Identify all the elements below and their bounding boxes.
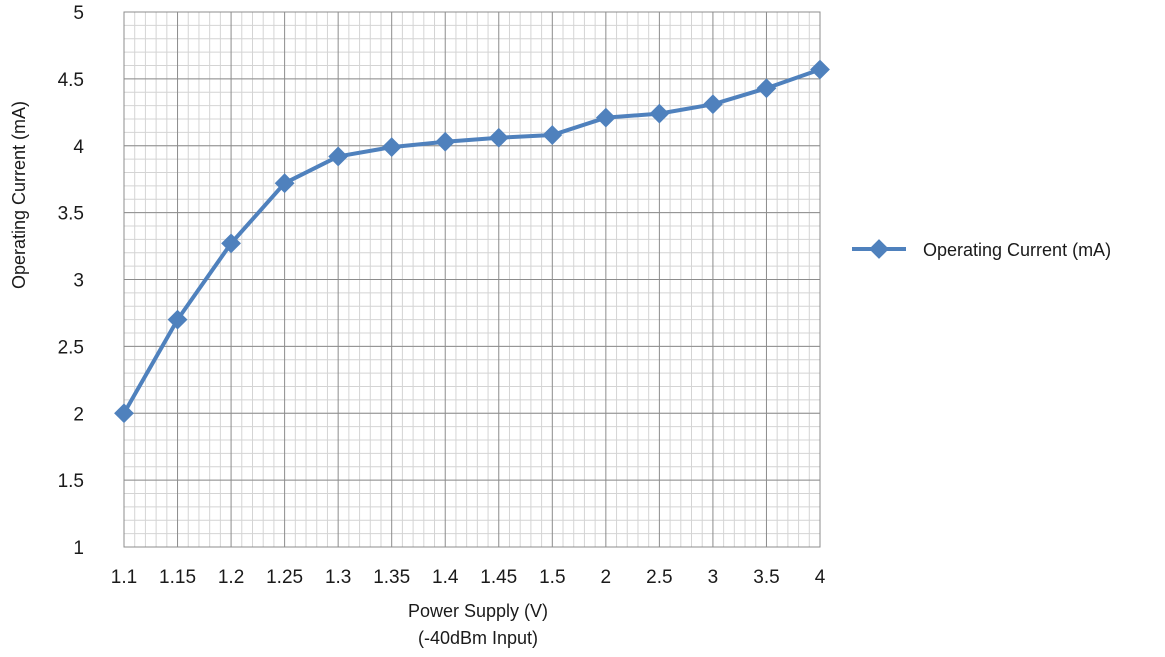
- y-tick-labels: 1 1.5 2 2.5 3 3.5 4 4.5 5: [58, 3, 85, 559]
- series-line: [122, 67, 821, 415]
- x-tick-label: 1.4: [432, 567, 459, 588]
- x-axis-title: Power Supply (V): [408, 601, 548, 621]
- y-tick-label: 3.5: [58, 204, 84, 225]
- minor-gridlines: [124, 11, 820, 548]
- x-tick-label: 2: [601, 567, 612, 588]
- x-tick-label: 1.45: [480, 567, 517, 588]
- legend: Operating Current (mA): [852, 239, 1111, 260]
- data-point-marker: [435, 131, 456, 152]
- x-tick-label: 4: [815, 567, 826, 588]
- data-point-marker: [167, 309, 188, 330]
- major-gridlines: [123, 11, 821, 548]
- y-tick-label: 3: [73, 271, 84, 292]
- x-tick-label: 3.5: [753, 567, 779, 588]
- data-point-marker: [649, 103, 670, 124]
- y-tick-label: 1: [73, 538, 84, 559]
- data-point-marker: [488, 127, 509, 148]
- y-tick-label: 2: [73, 404, 84, 425]
- data-point-marker: [810, 59, 830, 80]
- data-point-marker: [703, 94, 723, 115]
- data-point-marker: [595, 107, 616, 128]
- x-tick-label: 1.15: [159, 567, 196, 588]
- x-tick-label: 2.5: [646, 567, 672, 588]
- data-point-marker: [328, 146, 349, 167]
- y-axis-title: Operating Current (mA): [9, 101, 29, 289]
- x-tick-label: 1.1: [111, 567, 137, 588]
- x-tick-label: 1.2: [218, 567, 244, 588]
- series-layer: [114, 59, 830, 424]
- y-tick-label: 5: [73, 3, 84, 24]
- legend-label: Operating Current (mA): [923, 240, 1111, 260]
- y-tick-label: 4: [73, 137, 84, 158]
- data-point-marker: [381, 137, 402, 157]
- x-tick-label: 1.35: [373, 567, 410, 588]
- data-point-marker: [542, 125, 563, 145]
- x-tick-label: 3: [708, 567, 719, 588]
- x-tick-label: 1.25: [266, 567, 303, 588]
- x-axis-subtitle: (-40dBm Input): [418, 628, 538, 648]
- x-tick-label: 1.3: [325, 567, 351, 588]
- legend-diamond-marker: [869, 239, 889, 259]
- data-point-marker: [114, 403, 134, 424]
- data-point-marker: [274, 173, 295, 194]
- y-tick-label: 2.5: [58, 337, 84, 358]
- data-point-marker: [221, 233, 241, 254]
- x-tick-labels: 1.1 1.15 1.2 1.25 1.3 1.35 1.4 1.45 1.5 2 2.5 3 3.5 4: [111, 567, 826, 588]
- x-tick-label: 1.5: [539, 567, 565, 588]
- y-tick-label: 1.5: [58, 471, 84, 492]
- y-tick-label: 4.5: [58, 70, 84, 91]
- data-point-marker: [756, 78, 777, 99]
